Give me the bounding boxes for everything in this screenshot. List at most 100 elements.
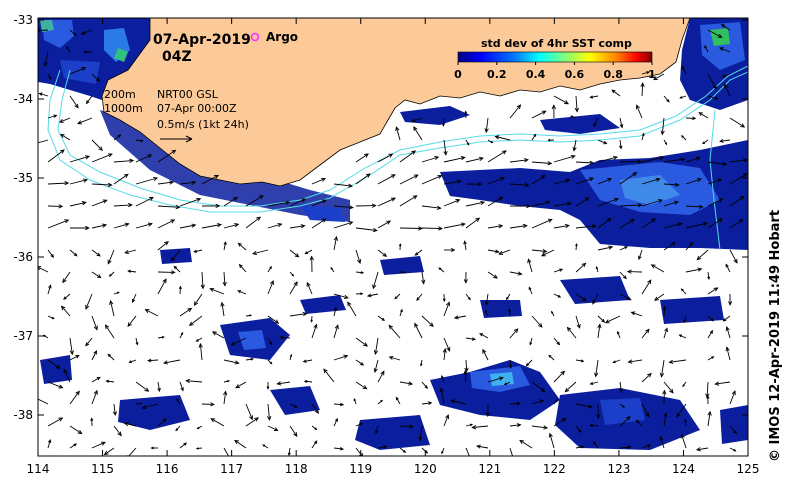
- current-vector-head: [450, 247, 456, 253]
- current-vector-head: [60, 133, 65, 138]
- current-vector-head: [626, 445, 632, 450]
- current-vector-head: [560, 370, 566, 376]
- current-vector: [311, 178, 326, 185]
- current-vector: [239, 264, 247, 273]
- current-vector: [289, 249, 299, 258]
- current-vector-head: [141, 405, 147, 410]
- current-vector: [69, 443, 77, 449]
- current-vector: [194, 293, 203, 306]
- current-vector: [725, 264, 731, 273]
- current-vector: [663, 222, 682, 229]
- current-vector-head: [580, 445, 585, 449]
- current-vector-head: [712, 84, 717, 90]
- current-vector-head: [630, 311, 636, 316]
- current-vector-head: [390, 174, 396, 179]
- current-vector-head: [619, 388, 624, 394]
- current-vector: [91, 377, 101, 383]
- current-vector: [304, 380, 313, 383]
- current-vector-head: [564, 387, 570, 393]
- current-vector: [267, 337, 272, 345]
- current-vector-head: [83, 50, 87, 54]
- current-vector-head: [394, 296, 398, 300]
- current-vector-head: [724, 83, 728, 89]
- current-vector-head: [364, 153, 369, 158]
- current-vector-head: [479, 333, 484, 337]
- current-vector-head: [637, 159, 643, 164]
- x-tick-label: 120: [414, 462, 437, 476]
- current-vector-head: [157, 387, 161, 393]
- current-vector-head: [323, 368, 328, 374]
- current-vector-head: [460, 156, 466, 161]
- current-vector: [729, 159, 748, 163]
- current-vector-head: [347, 301, 352, 307]
- argo-marker-icon: [250, 32, 260, 42]
- current-vector: [485, 117, 489, 133]
- current-vector: [305, 249, 313, 255]
- current-vector-head: [638, 255, 642, 261]
- current-vector-head: [313, 440, 318, 445]
- current-vector-head: [516, 104, 522, 110]
- current-vector-head: [285, 200, 291, 205]
- current-vector-head: [353, 398, 356, 401]
- current-vector-head: [625, 415, 631, 421]
- current-vector-head: [540, 175, 546, 180]
- current-vector-head: [692, 116, 697, 121]
- x-tick-label: 122: [543, 462, 566, 476]
- current-vector: [641, 218, 656, 229]
- current-vector-head: [557, 294, 562, 298]
- current-vector-head: [701, 141, 706, 145]
- current-vector: [593, 117, 599, 127]
- current-vector-head: [287, 452, 291, 456]
- current-vector-head: [75, 390, 80, 396]
- current-vector: [641, 156, 664, 163]
- current-vector-head: [725, 263, 729, 268]
- current-vector-head: [127, 322, 132, 328]
- current-vector: [421, 402, 432, 405]
- current-vector: [223, 359, 239, 364]
- current-vector: [729, 425, 737, 434]
- current-vector: [619, 416, 631, 427]
- current-vector-head: [303, 379, 308, 383]
- current-vector: [367, 293, 379, 297]
- colorbar-title: std dev of 4hr SST comp: [481, 37, 632, 50]
- current-vector-head: [494, 249, 500, 254]
- current-vector-head: [381, 317, 386, 321]
- current-vector-head: [498, 376, 504, 381]
- current-vector: [597, 139, 607, 145]
- current-vector-head: [466, 142, 470, 146]
- current-vector: [91, 390, 98, 405]
- current-vector: [679, 334, 687, 339]
- current-vector-head: [230, 341, 236, 346]
- current-vector-head: [640, 82, 645, 88]
- current-vector: [487, 249, 499, 253]
- current-vector-head: [696, 255, 702, 261]
- current-vector: [663, 201, 679, 207]
- current-vector-head: [666, 99, 670, 103]
- current-vector-head: [682, 384, 685, 388]
- current-vector-head: [463, 370, 468, 375]
- current-vector-head: [365, 173, 371, 178]
- current-vector-head: [81, 201, 87, 206]
- current-vector: [707, 356, 714, 361]
- current-vector-head: [695, 447, 701, 452]
- current-vector-head: [680, 135, 684, 138]
- current-vector: [619, 139, 622, 149]
- current-vector: [91, 73, 100, 82]
- current-vector-head: [53, 114, 58, 118]
- current-vector-head: [464, 110, 468, 114]
- current-vector: [47, 115, 57, 119]
- current-vector-head: [719, 139, 724, 143]
- current-vector: [107, 354, 115, 361]
- current-vector-head: [718, 198, 724, 203]
- current-vector-head: [383, 445, 388, 449]
- current-vector-head: [339, 447, 345, 451]
- current-vector: [91, 350, 97, 361]
- current-vector-head: [697, 267, 703, 272]
- y-tick-label: -35: [13, 171, 33, 185]
- current-vector: [245, 195, 264, 207]
- current-vector: [199, 343, 203, 361]
- current-vector: [681, 288, 687, 295]
- current-vector-head: [575, 242, 578, 247]
- current-vector-head: [641, 132, 645, 136]
- current-vector-head: [596, 414, 601, 420]
